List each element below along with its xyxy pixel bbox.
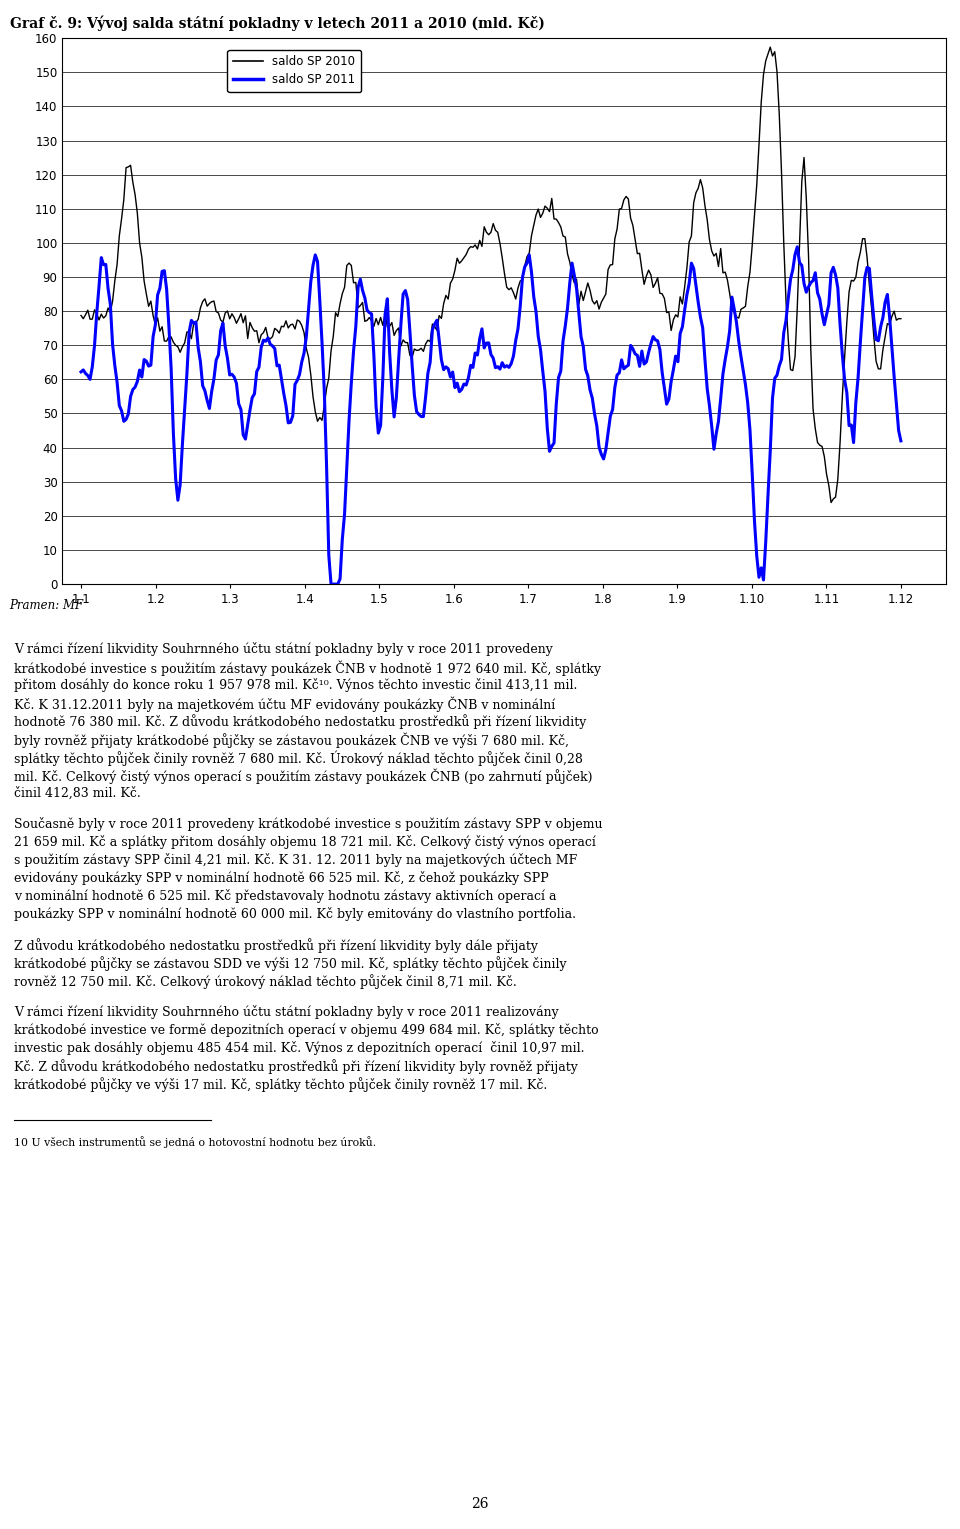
- Text: Z důvodu krátkodobého nedostatku prostředků při řízení likvidity byly dále přija: Z důvodu krátkodobého nedostatku prostře…: [14, 939, 539, 953]
- Text: mil. Kč. Celkový čistý výnos operací s použitím zástavy poukázek ČNB (po zahrnut: mil. Kč. Celkový čistý výnos operací s p…: [14, 768, 593, 784]
- Text: Kč. K 31.12.2011 byly na majetkovém účtu MF evidovány poukázky ČNB v nominální: Kč. K 31.12.2011 byly na majetkovém účtu…: [14, 696, 556, 711]
- Text: 10 U všech instrumentů se jedná o hotovostní hodnotu bez úroků.: 10 U všech instrumentů se jedná o hotovo…: [14, 1136, 376, 1148]
- Text: Kč. Z důvodu krátkodobého nedostatku prostředků při řízení likvidity byly rovněž: Kč. Z důvodu krátkodobého nedostatku pro…: [14, 1060, 578, 1073]
- Text: hodnotě 76 380 mil. Kč. Z důvodu krátkodobého nedostatku prostředků při řízení l: hodnotě 76 380 mil. Kč. Z důvodu krátkod…: [14, 714, 587, 729]
- Text: krátkodobé investice ve formě depozitních operací v objemu 499 684 mil. Kč, splá: krátkodobé investice ve formě depozitníc…: [14, 1023, 599, 1037]
- Text: byly rovněž přijaty krátkodobé půjčky se zástavou poukázek ČNB ve výši 7 680 mil: byly rovněž přijaty krátkodobé půjčky se…: [14, 732, 569, 748]
- Text: 26: 26: [471, 1497, 489, 1511]
- Text: splátky těchto půjček činily rovněž 7 680 mil. Kč. Úrokový náklad těchto půjček : splátky těchto půjček činily rovněž 7 68…: [14, 751, 584, 766]
- Text: krátkodobé investice s použitím zástavy poukázek ČNB v hodnotě 1 972 640 mil. Kč: krátkodobé investice s použitím zástavy …: [14, 661, 602, 676]
- Text: krátkodobé půjčky ve výši 17 mil. Kč, splátky těchto půjček činily rovněž 17 mil: krátkodobé půjčky ve výši 17 mil. Kč, sp…: [14, 1076, 547, 1092]
- Text: 21 659 mil. Kč a splátky přitom dosáhly objemu 18 721 mil. Kč. Celkový čistý výn: 21 659 mil. Kč a splátky přitom dosáhly …: [14, 835, 596, 849]
- Text: rovněž 12 750 mil. Kč. Celkový úrokový náklad těchto půjček činil 8,71 mil. Kč.: rovněž 12 750 mil. Kč. Celkový úrokový n…: [14, 974, 517, 989]
- Text: investic pak dosáhly objemu 485 454 mil. Kč. Výnos z depozitních operací  činil : investic pak dosáhly objemu 485 454 mil.…: [14, 1041, 585, 1055]
- Text: Současně byly v roce 2011 provedeny krátkodobé investice s použitím zástavy SPP : Současně byly v roce 2011 provedeny krát…: [14, 816, 603, 832]
- Text: Pramen: MF: Pramen: MF: [10, 599, 84, 613]
- Text: činil 412,83 mil. Kč.: činil 412,83 mil. Kč.: [14, 786, 141, 800]
- Text: V rámci řízení likvidity Souhrnného účtu státní pokladny byly v roce 2011 proved: V rámci řízení likvidity Souhrnného účtu…: [14, 642, 553, 656]
- Text: přitom dosáhly do konce roku 1 957 978 mil. Kč¹⁰. Výnos těchto investic činil 41: přitom dosáhly do konce roku 1 957 978 m…: [14, 679, 578, 693]
- Text: evidovány poukázky SPP v nominální hodnotě 66 525 mil. Kč, z čehož poukázky SPP: evidovány poukázky SPP v nominální hodno…: [14, 872, 549, 885]
- Text: V rámci řízení likvidity Souhrnného účtu státní pokladny byly v roce 2011 realiz: V rámci řízení likvidity Souhrnného účtu…: [14, 1005, 559, 1020]
- Text: Graf č. 9: Vývoj salda státní pokladny v letech 2011 a 2010 (mld. Kč): Graf č. 9: Vývoj salda státní pokladny v…: [10, 15, 544, 31]
- Text: krátkodobé půjčky se zástavou SDD ve výši 12 750 mil. Kč, splátky těchto půjček : krátkodobé půjčky se zástavou SDD ve výš…: [14, 956, 567, 971]
- Text: s použitím zástavy SPP činil 4,21 mil. Kč. K 31. 12. 2011 byly na majetkových úč: s použitím zástavy SPP činil 4,21 mil. K…: [14, 853, 578, 867]
- Text: poukázky SPP v nominální hodnotě 60 000 mil. Kč byly emitovány do vlastního port: poukázky SPP v nominální hodnotě 60 000 …: [14, 907, 576, 920]
- Text: v nominální hodnotě 6 525 mil. Kč představovaly hodnotu zástavy aktivních operac: v nominální hodnotě 6 525 mil. Kč předst…: [14, 890, 557, 904]
- Legend: saldo SP 2010, saldo SP 2011: saldo SP 2010, saldo SP 2011: [228, 49, 361, 92]
